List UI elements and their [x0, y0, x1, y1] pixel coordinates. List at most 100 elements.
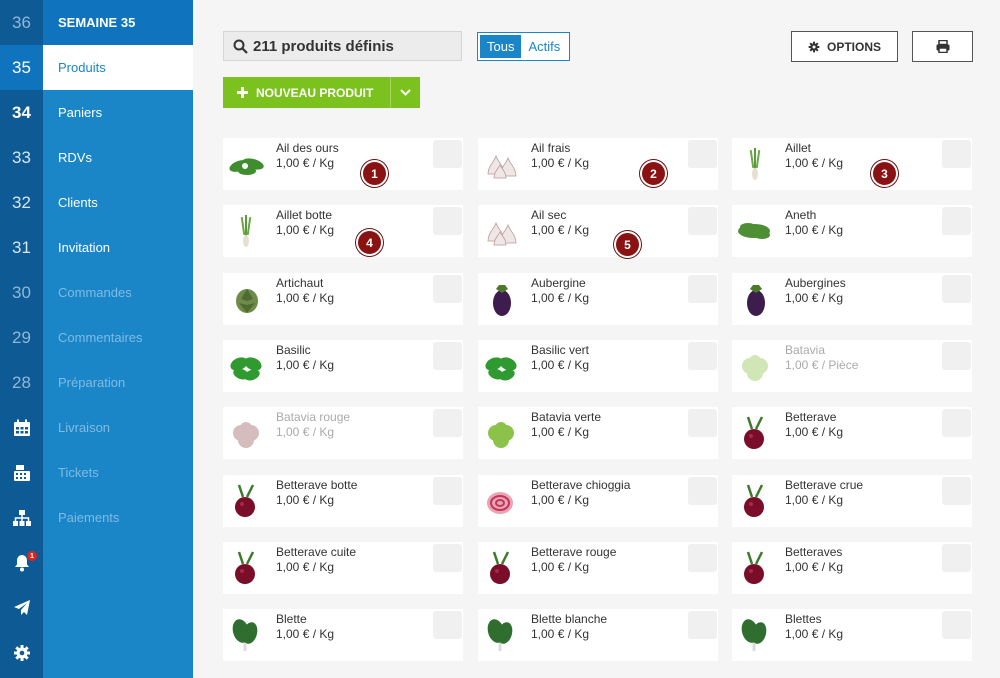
product-select-checkbox[interactable]	[688, 342, 717, 370]
product-card[interactable]: Blette blanche 1,00 € / Kg	[478, 609, 718, 661]
product-card[interactable]: Ail des ours 1,00 € / Kg	[223, 138, 463, 190]
menu-item-invitation[interactable]: Invitation	[58, 240, 111, 255]
product-select-checkbox[interactable]	[942, 140, 971, 168]
product-card[interactable]: Ail sec 1,00 € / Kg	[478, 205, 718, 257]
product-image	[233, 422, 259, 448]
product-select-checkbox[interactable]	[433, 477, 462, 505]
filter-active-button[interactable]: Actifs	[528, 39, 561, 54]
product-price: 1,00 € / Kg	[785, 223, 844, 237]
product-image	[240, 215, 252, 247]
week-36[interactable]: 36	[0, 0, 43, 45]
week-34[interactable]: 34	[12, 103, 31, 122]
annotation-badge: 1	[361, 160, 388, 187]
product-image	[487, 492, 513, 514]
product-price: 1,00 € / Kg	[531, 425, 590, 439]
week-30[interactable]: 30	[12, 283, 31, 302]
product-card[interactable]: Blettes 1,00 € / Kg	[732, 609, 972, 661]
product-price: 1,00 € / Kg	[276, 156, 335, 170]
menu-item-produits[interactable]: Produits	[43, 45, 193, 90]
print-button[interactable]	[912, 31, 973, 62]
week-31[interactable]: 31	[12, 238, 31, 257]
product-select-checkbox[interactable]	[433, 544, 462, 572]
product-select-checkbox[interactable]	[942, 477, 971, 505]
new-product-button[interactable]: NOUVEAU PRODUIT	[223, 77, 420, 108]
product-image	[744, 551, 764, 584]
product-select-checkbox[interactable]	[688, 207, 717, 235]
product-card[interactable]: Aneth 1,00 € / Kg	[732, 205, 972, 257]
product-select-checkbox[interactable]	[942, 409, 971, 437]
product-select-checkbox[interactable]	[688, 544, 717, 572]
filter-all-button[interactable]: Tous	[480, 35, 522, 58]
product-select-checkbox[interactable]	[688, 477, 717, 505]
product-select-checkbox[interactable]	[942, 611, 971, 639]
menu-item-paiements[interactable]: Paiements	[58, 510, 120, 525]
product-select-checkbox[interactable]	[942, 544, 971, 572]
new-product-main[interactable]: NOUVEAU PRODUIT	[223, 77, 390, 108]
product-image	[235, 551, 255, 584]
product-select-checkbox[interactable]	[433, 409, 462, 437]
product-card[interactable]: Betterave crue 1,00 € / Kg	[732, 475, 972, 527]
product-card[interactable]: Batavia 1,00 € / Pièce	[732, 340, 972, 392]
product-select-checkbox[interactable]	[942, 275, 971, 303]
menu-item-rdvs[interactable]: RDVs	[58, 150, 92, 165]
menu-item-tickets[interactable]: Tickets	[58, 465, 99, 480]
product-image	[741, 619, 767, 651]
product-select-checkbox[interactable]	[433, 140, 462, 168]
product-select-checkbox[interactable]	[688, 409, 717, 437]
notification-badge: 1	[27, 551, 37, 561]
product-select-checkbox[interactable]	[942, 207, 971, 235]
menu-item-livraison[interactable]: Livraison	[58, 420, 111, 435]
product-card[interactable]: Artichaut 1,00 € / Kg	[223, 273, 463, 325]
product-name: Batavia verte	[531, 410, 602, 424]
product-select-checkbox[interactable]	[688, 275, 717, 303]
menu-item-commandes[interactable]: Commandes	[58, 285, 132, 300]
cash-register-icon[interactable]	[0, 450, 43, 495]
paper-plane-icon[interactable]	[0, 585, 43, 630]
product-price: 1,00 € / Kg	[276, 291, 335, 305]
product-card[interactable]: Betterave botte 1,00 € / Kg	[223, 475, 463, 527]
product-price: 1,00 € / Kg	[785, 560, 844, 574]
product-select-checkbox[interactable]	[688, 611, 717, 639]
product-card[interactable]: Batavia verte 1,00 € / Kg	[478, 407, 718, 459]
week-35[interactable]: 35	[0, 45, 43, 90]
product-price: 1,00 € / Kg	[785, 156, 844, 170]
product-select-checkbox[interactable]	[688, 140, 717, 168]
week-32[interactable]: 32	[12, 193, 31, 212]
product-price: 1,00 € / Kg	[276, 493, 335, 507]
week-28[interactable]: 28	[12, 373, 31, 392]
product-card[interactable]: Basilic 1,00 € / Kg	[223, 340, 463, 392]
menu-item-commentaires[interactable]: Commentaires	[58, 330, 143, 345]
product-price: 1,00 € / Kg	[531, 493, 590, 507]
product-select-checkbox[interactable]	[433, 342, 462, 370]
menu-item-paniers[interactable]: Paniers	[58, 105, 103, 120]
menu-item-clients[interactable]: Clients	[58, 195, 98, 210]
calendar-icon[interactable]	[0, 405, 43, 450]
product-card[interactable]: Ail frais 1,00 € / Kg	[478, 138, 718, 190]
product-price: 1,00 € / Kg	[785, 627, 844, 641]
product-card[interactable]: Betterave cuite 1,00 € / Kg	[223, 542, 463, 594]
sitemap-icon[interactable]	[0, 495, 43, 540]
product-select-checkbox[interactable]	[433, 207, 462, 235]
product-card[interactable]: Batavia rouge 1,00 € / Kg	[223, 407, 463, 459]
menu-item-preparation[interactable]: Préparation	[58, 375, 126, 390]
search-input[interactable]: 211 produits définis	[223, 31, 462, 61]
product-select-checkbox[interactable]	[942, 342, 971, 370]
gear-icon[interactable]	[0, 630, 43, 675]
product-card[interactable]: Aillet botte 1,00 € / Kg	[223, 205, 463, 257]
product-card[interactable]: Betterave rouge 1,00 € / Kg	[478, 542, 718, 594]
chevron-down-icon[interactable]	[390, 77, 420, 108]
product-card[interactable]: Basilic vert 1,00 € / Kg	[478, 340, 718, 392]
bell-icon[interactable]	[0, 540, 43, 585]
product-select-checkbox[interactable]	[433, 611, 462, 639]
product-card[interactable]: Aubergine 1,00 € / Kg	[478, 273, 718, 325]
week-29[interactable]: 29	[12, 328, 31, 347]
week-33[interactable]: 33	[12, 148, 31, 167]
product-card[interactable]: Aubergines 1,00 € / Kg	[732, 273, 972, 325]
product-card[interactable]: Betterave chioggia 1,00 € / Kg	[478, 475, 718, 527]
product-select-checkbox[interactable]	[433, 275, 462, 303]
product-card[interactable]: Betterave 1,00 € / Kg	[732, 407, 972, 459]
product-card[interactable]: Betteraves 1,00 € / Kg	[732, 542, 972, 594]
product-card[interactable]: Blette 1,00 € / Kg	[223, 609, 463, 661]
options-button[interactable]: OPTIONS	[791, 31, 898, 62]
product-card[interactable]: Aillet 1,00 € / Kg	[732, 138, 972, 190]
